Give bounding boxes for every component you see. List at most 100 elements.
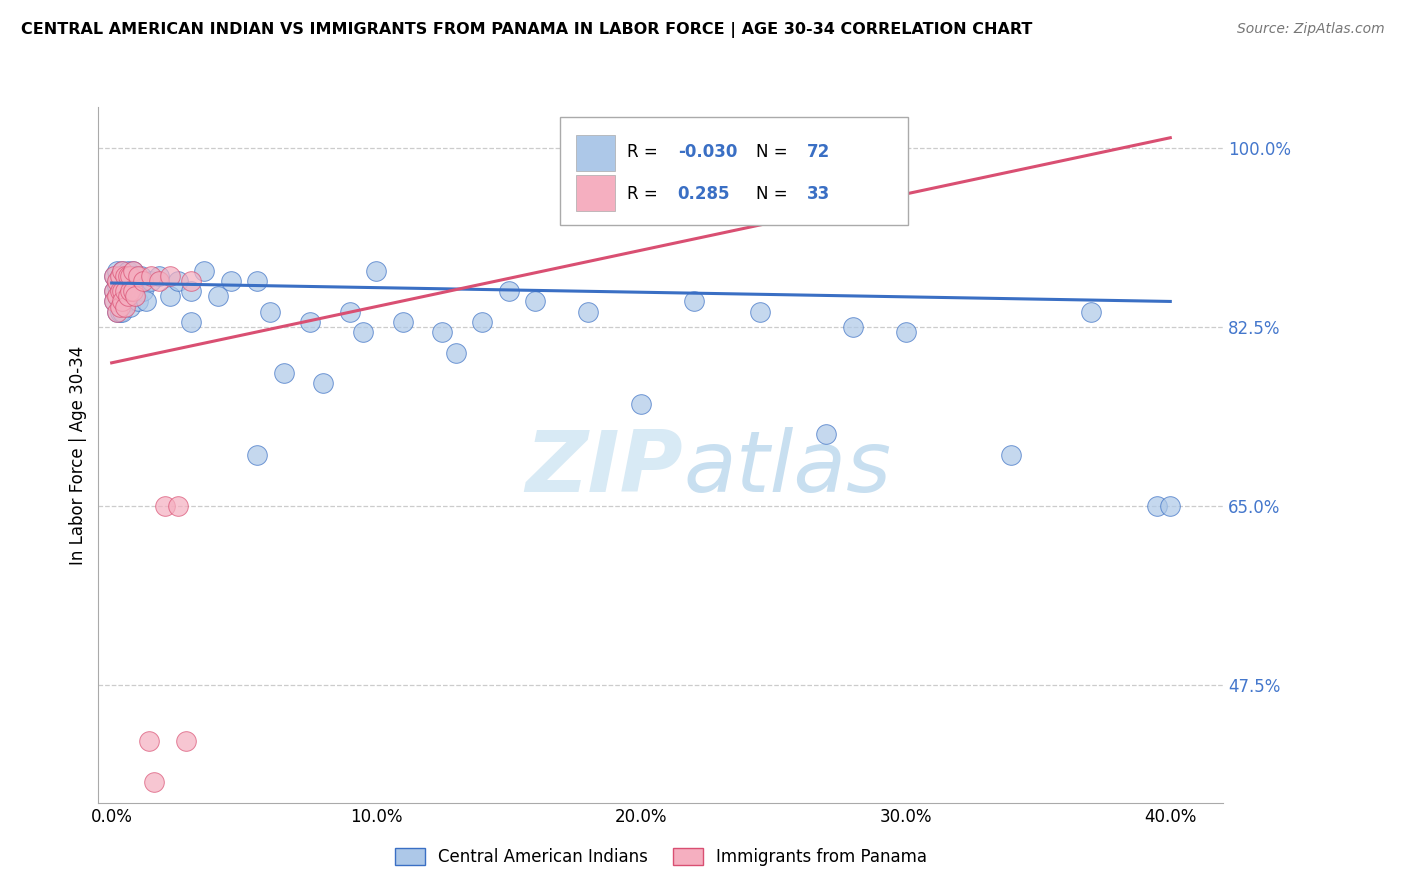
Point [108,289,131,303]
Point [114,268,136,283]
Point [135,294,157,309]
Point [159,289,181,303]
Point [111,284,134,298]
Point [141,268,163,283]
Point [180,284,202,298]
Point [117,289,139,303]
Point [174,734,197,748]
Text: N =: N = [756,185,793,203]
Text: N =: N = [756,144,793,161]
Point [366,264,388,278]
Point [117,264,139,278]
Point [124,268,146,283]
Point [103,294,125,309]
Point [576,304,599,318]
Point [114,284,136,298]
Point [148,268,170,283]
Point [105,304,128,318]
Point [103,268,125,283]
Point [108,268,131,283]
Point [117,268,139,283]
Text: Source: ZipAtlas.com: Source: ZipAtlas.com [1237,22,1385,37]
Point [120,284,142,298]
Point [124,289,146,303]
Point [108,304,131,318]
Text: ZIP: ZIP [526,427,683,510]
Point [273,366,295,380]
Point [120,300,142,314]
Point [498,284,520,298]
Point [815,427,838,442]
Point [132,284,155,298]
Point [111,294,134,309]
Point [127,268,149,283]
Point [120,268,142,283]
Point [166,274,188,288]
Point [114,284,136,298]
Text: 0.285: 0.285 [678,185,730,203]
Point [121,284,143,298]
Point [841,320,863,334]
Point [105,304,128,318]
Text: atlas: atlas [683,427,891,510]
Point [103,294,125,309]
Point [138,734,160,748]
Point [114,268,136,283]
Point [352,325,374,339]
Point [105,264,128,278]
Point [1080,304,1102,318]
Point [153,499,176,513]
Point [299,315,322,329]
Point [132,274,155,288]
Point [207,289,229,303]
Point [121,284,143,298]
Point [103,284,125,298]
Point [444,345,467,359]
Point [121,264,143,278]
Point [111,294,134,309]
Point [127,294,149,309]
Point [1146,499,1168,513]
Point [471,315,494,329]
Legend: Central American Indians, Immigrants from Panama: Central American Indians, Immigrants fro… [387,839,935,874]
Point [105,289,128,303]
Point [630,397,652,411]
Point [246,448,269,462]
Y-axis label: In Labor Force | Age 30-34: In Labor Force | Age 30-34 [69,345,87,565]
Point [180,274,202,288]
Point [1000,448,1022,462]
FancyBboxPatch shape [576,175,614,211]
Point [524,294,547,309]
Point [114,274,136,288]
Point [103,284,125,298]
Point [180,315,202,329]
Point [148,274,170,288]
Text: 72: 72 [807,144,831,161]
Point [219,274,242,288]
Point [114,294,136,309]
FancyBboxPatch shape [576,135,614,171]
Point [108,294,131,309]
Point [259,304,281,318]
Point [105,289,128,303]
Point [124,289,146,303]
Point [894,325,917,339]
Point [312,376,335,391]
Point [105,274,128,288]
Text: R =: R = [627,144,664,161]
Text: -0.030: -0.030 [678,144,737,161]
Point [749,304,772,318]
Point [111,304,134,318]
Text: CENTRAL AMERICAN INDIAN VS IMMIGRANTS FROM PANAMA IN LABOR FORCE | AGE 30-34 COR: CENTRAL AMERICAN INDIAN VS IMMIGRANTS FR… [21,22,1032,38]
Point [108,268,131,283]
Point [120,284,142,298]
Point [108,284,131,298]
Point [683,294,706,309]
Point [339,304,361,318]
Point [1159,499,1181,513]
Point [114,300,136,314]
Point [105,279,128,293]
Point [432,325,454,339]
Point [246,274,269,288]
Point [159,268,181,283]
